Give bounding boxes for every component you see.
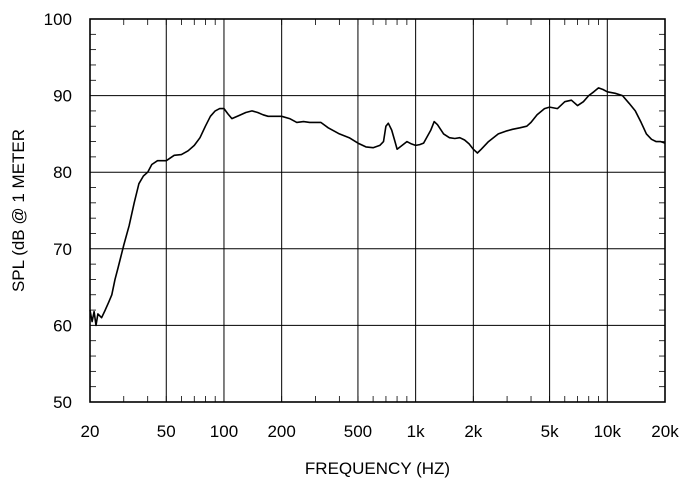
y-tick-labels: 50 60 70 80 90 100: [44, 10, 72, 412]
x-tick-label: 500: [344, 422, 372, 441]
x-tick-label: 20k: [651, 422, 679, 441]
y-tick-label: 70: [53, 240, 72, 259]
x-axis-title: FREQUENCY (HZ): [305, 459, 450, 478]
y-tick-label: 50: [53, 393, 72, 412]
gridlines: [90, 19, 665, 402]
x-tick-label: 1k: [407, 422, 425, 441]
series-group: [89, 87, 666, 327]
x-tick-labels: 20 50 100 200 500 1k 2k 5k 10k 20k: [81, 422, 680, 441]
x-tick-label: 2k: [464, 422, 482, 441]
y-tick-label: 100: [44, 10, 72, 29]
x-tick-label: 20: [81, 422, 100, 441]
x-tick-label: 50: [157, 422, 176, 441]
y-tick-label: 90: [53, 87, 72, 106]
x-tick-label: 200: [267, 422, 295, 441]
plot-frame: [89, 18, 666, 403]
spl-response-line: [89, 87, 666, 327]
x-tick-label: 5k: [541, 422, 559, 441]
y-tick-label: 80: [53, 163, 72, 182]
x-tick-label: 10k: [594, 422, 622, 441]
y-tick-label: 60: [53, 316, 72, 335]
x-tick-label: 100: [210, 422, 238, 441]
y-axis-title: SPL (dB @ 1 METER: [9, 129, 28, 292]
